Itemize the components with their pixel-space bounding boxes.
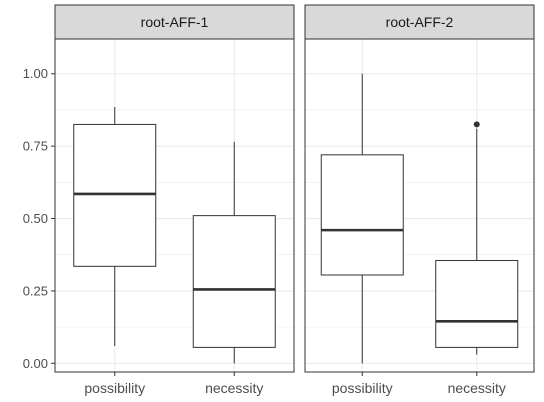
- panel-border: [54, 38, 295, 373]
- interquartile-box: [320, 154, 404, 276]
- facet-panel-2: root-AFF-2 possibility necessity: [304, 4, 535, 396]
- facet-strip: [304, 4, 535, 40]
- panel-border: [304, 38, 535, 373]
- y-tick-label: 0.00: [23, 356, 48, 371]
- interquartile-box: [435, 260, 519, 348]
- y-tick-label: 0.25: [23, 283, 48, 298]
- y-axis: 0.00 0.25 0.50 0.75 1.00: [23, 66, 55, 371]
- box-possibility: [320, 73, 404, 364]
- facet-strip: [54, 4, 295, 40]
- y-tick-label: 0.50: [23, 211, 48, 226]
- box-possibility: [73, 107, 157, 346]
- x-tick-label: necessity: [205, 380, 263, 396]
- box-necessity: [435, 121, 519, 355]
- facet-title: root-AFF-2: [386, 14, 454, 30]
- x-tick-label: necessity: [448, 380, 506, 396]
- x-tick-label: possibility: [84, 380, 145, 396]
- facet-panel-1: root-AFF-1 possibility necessity: [54, 4, 295, 396]
- facet-title: root-AFF-1: [141, 14, 209, 30]
- interquartile-box: [73, 123, 157, 267]
- interquartile-box: [192, 215, 276, 348]
- outlier-point: [473, 121, 480, 128]
- box-necessity: [192, 141, 276, 364]
- x-tick-label: possibility: [332, 380, 393, 396]
- y-tick-label: 0.75: [23, 139, 48, 154]
- y-tick-label: 1.00: [23, 66, 48, 81]
